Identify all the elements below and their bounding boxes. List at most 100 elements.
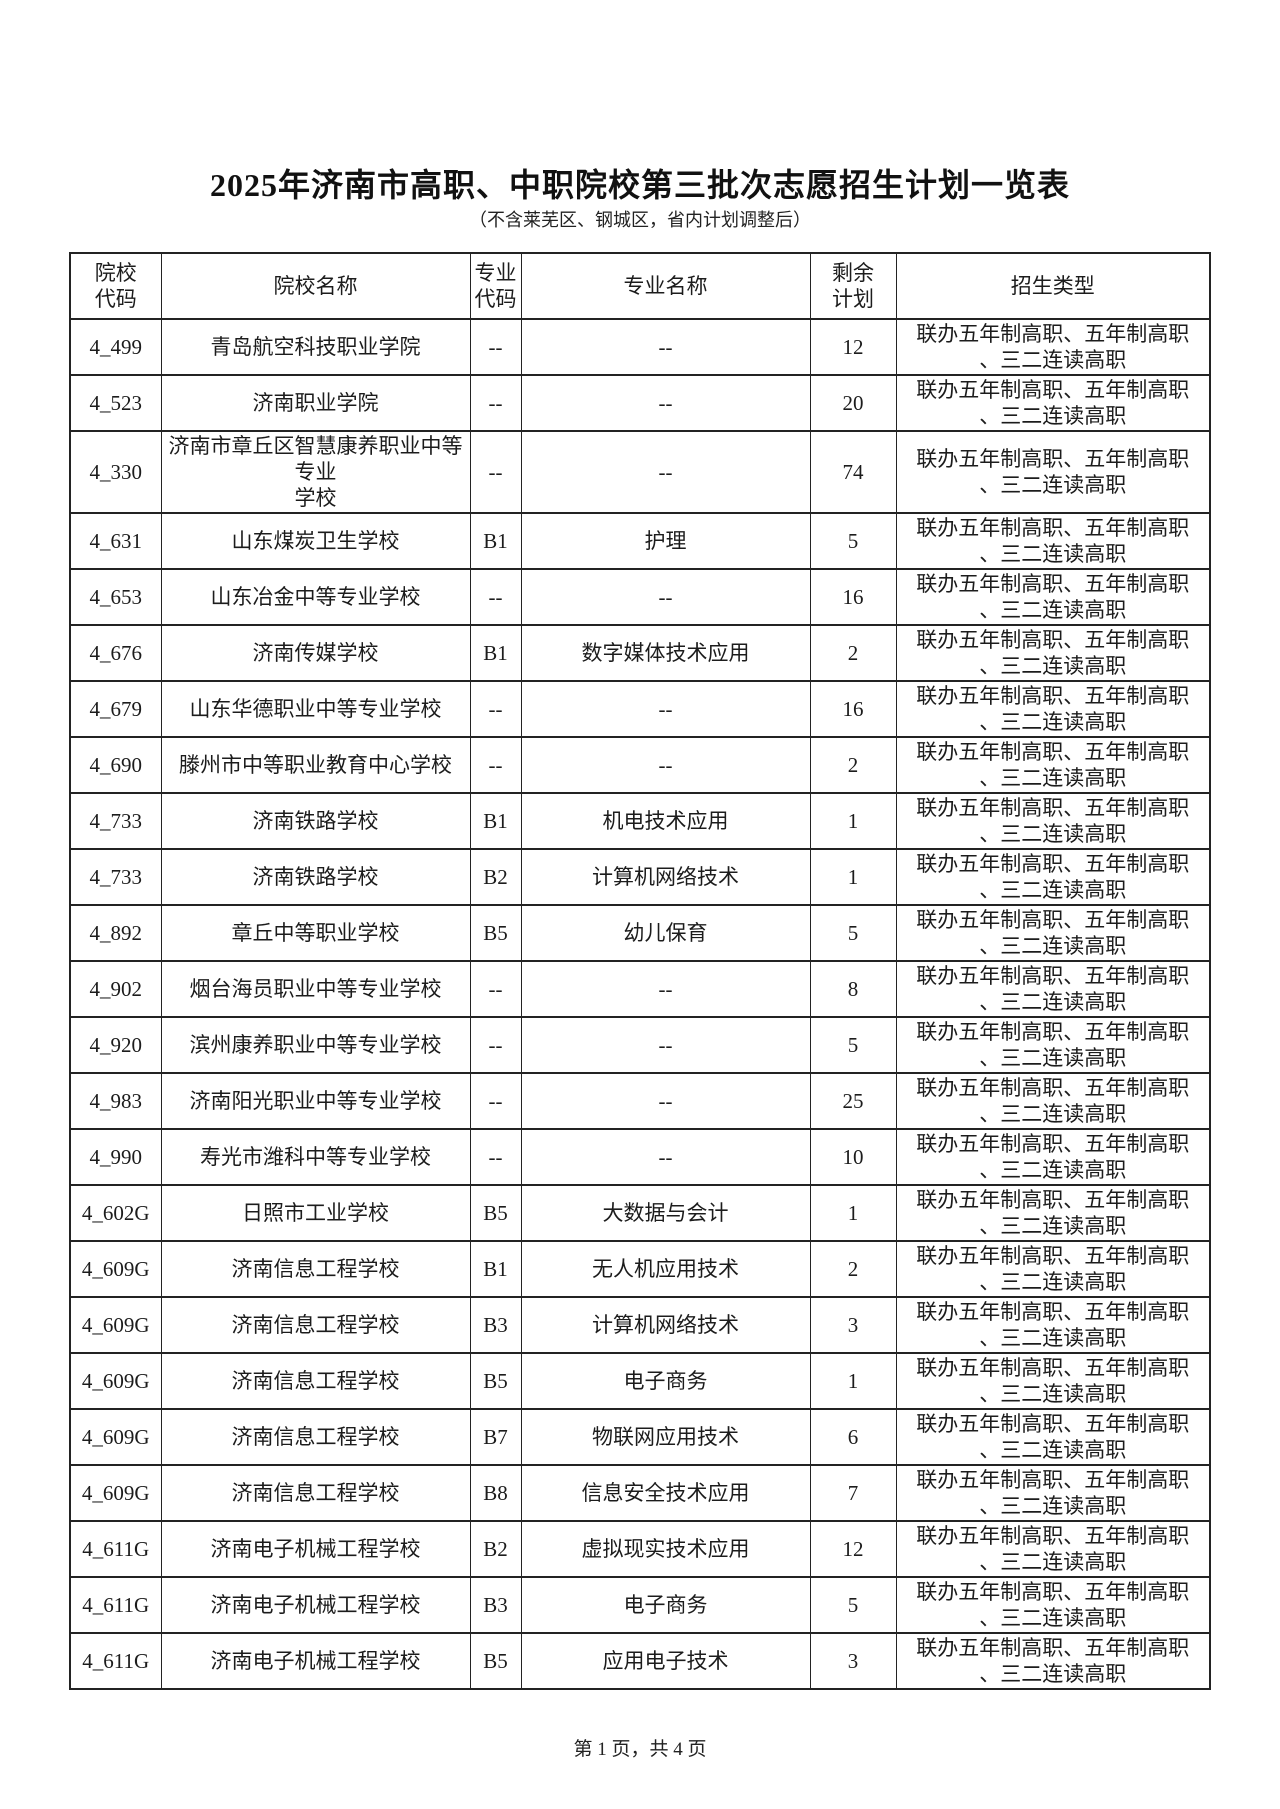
major-code-cell: B1 bbox=[469, 623, 522, 682]
school-name-cell: 青岛航空科技职业学院 bbox=[160, 317, 471, 376]
school-code-cell: 4_690 bbox=[69, 735, 162, 794]
table-row: 4_523 济南职业学院 -- -- 20 联办五年制高职、五年制高职 、三二连读高职 bbox=[69, 373, 1211, 432]
school-code-cell: 4_733 bbox=[69, 847, 162, 906]
major-code-cell: -- bbox=[469, 317, 522, 376]
table-header-row: 院校 代码 院校名称 专业 代码 专业名称 剩余 计划 招生类型 bbox=[69, 251, 1211, 320]
major-name-cell: 电子商务 bbox=[520, 1351, 811, 1410]
enrollment-type-cell: 联办五年制高职、五年制高职 、三二连读高职 bbox=[895, 1519, 1211, 1578]
remaining-plan-cell: 74 bbox=[809, 429, 897, 514]
major-code-cell: -- bbox=[469, 373, 522, 432]
enrollment-type-cell: 联办五年制高职、五年制高职 、三二连读高职 bbox=[895, 567, 1211, 626]
remaining-plan-cell: 12 bbox=[809, 1519, 897, 1578]
remaining-plan-cell: 2 bbox=[809, 623, 897, 682]
column-header-school-code: 院校 代码 bbox=[69, 251, 162, 320]
major-name-cell: -- bbox=[520, 959, 811, 1018]
school-code-cell: 4_733 bbox=[69, 791, 162, 850]
major-code-cell: -- bbox=[469, 429, 522, 514]
enrollment-type-cell: 联办五年制高职、五年制高职 、三二连读高职 bbox=[895, 429, 1211, 514]
major-name-cell: 无人机应用技术 bbox=[520, 1239, 811, 1298]
column-header-type: 招生类型 bbox=[895, 251, 1211, 320]
school-code-cell: 4_653 bbox=[69, 567, 162, 626]
enrollment-type-cell: 联办五年制高职、五年制高职 、三二连读高职 bbox=[895, 1575, 1211, 1634]
enrollment-type-cell: 联办五年制高职、五年制高职 、三二连读高职 bbox=[895, 735, 1211, 794]
major-code-cell: B5 bbox=[469, 1351, 522, 1410]
remaining-plan-cell: 8 bbox=[809, 959, 897, 1018]
table-row: 4_733 济南铁路学校 B1 机电技术应用 1 联办五年制高职、五年制高职 、三二连读高职 bbox=[69, 791, 1211, 850]
enrollment-type-cell: 联办五年制高职、五年制高职 、三二连读高职 bbox=[895, 847, 1211, 906]
enrollment-type-cell: 联办五年制高职、五年制高职 、三二连读高职 bbox=[895, 1295, 1211, 1354]
remaining-plan-cell: 3 bbox=[809, 1631, 897, 1690]
remaining-plan-cell: 16 bbox=[809, 567, 897, 626]
school-code-cell: 4_611G bbox=[69, 1519, 162, 1578]
major-name-cell: 信息安全技术应用 bbox=[520, 1463, 811, 1522]
school-code-cell: 4_523 bbox=[69, 373, 162, 432]
major-code-cell: -- bbox=[469, 1127, 522, 1186]
school-code-cell: 4_330 bbox=[69, 429, 162, 514]
table-row: 4_609G 济南信息工程学校 B8 信息安全技术应用 7 联办五年制高职、五年制高职 、三… bbox=[69, 1463, 1211, 1522]
table-row: 4_631 山东煤炭卫生学校 B1 护理 5 联办五年制高职、五年制高职 、三二连读高职 bbox=[69, 511, 1211, 570]
major-code-cell: -- bbox=[469, 567, 522, 626]
remaining-plan-cell: 10 bbox=[809, 1127, 897, 1186]
school-code-cell: 4_609G bbox=[69, 1239, 162, 1298]
remaining-plan-cell: 5 bbox=[809, 511, 897, 570]
column-header-remaining: 剩余 计划 bbox=[809, 251, 897, 320]
school-code-cell: 4_920 bbox=[69, 1015, 162, 1074]
school-name-cell: 济南传媒学校 bbox=[160, 623, 471, 682]
major-code-cell: B3 bbox=[469, 1295, 522, 1354]
table-row: 4_609G 济南信息工程学校 B1 无人机应用技术 2 联办五年制高职、五年制高职 、三二… bbox=[69, 1239, 1211, 1298]
school-code-cell: 4_499 bbox=[69, 317, 162, 376]
remaining-plan-cell: 2 bbox=[809, 735, 897, 794]
major-name-cell: -- bbox=[520, 429, 811, 514]
major-name-cell: -- bbox=[520, 373, 811, 432]
school-code-cell: 4_602G bbox=[69, 1183, 162, 1242]
school-name-cell: 滕州市中等职业教育中心学校 bbox=[160, 735, 471, 794]
major-name-cell: 计算机网络技术 bbox=[520, 847, 811, 906]
major-code-cell: B2 bbox=[469, 847, 522, 906]
school-code-cell: 4_611G bbox=[69, 1575, 162, 1634]
school-code-cell: 4_902 bbox=[69, 959, 162, 1018]
remaining-plan-cell: 16 bbox=[809, 679, 897, 738]
table-row: 4_602G 日照市工业学校 B5 大数据与会计 1 联办五年制高职、五年制高职 、三二连读… bbox=[69, 1183, 1211, 1242]
table-row: 4_733 济南铁路学校 B2 计算机网络技术 1 联办五年制高职、五年制高职 、三二连读高… bbox=[69, 847, 1211, 906]
admission-plan-table: 院校 代码 院校名称 专业 代码 专业名称 剩余 计划 招生类型 4_499 青岛航空科技职业学院… bbox=[69, 251, 1211, 1690]
major-code-cell: B5 bbox=[469, 903, 522, 962]
school-name-cell: 滨州康养职业中等专业学校 bbox=[160, 1015, 471, 1074]
school-name-cell: 济南铁路学校 bbox=[160, 791, 471, 850]
table-row: 4_920 滨州康养职业中等专业学校 -- -- 5 联办五年制高职、五年制高职 、三二连读… bbox=[69, 1015, 1211, 1074]
school-name-cell: 济南信息工程学校 bbox=[160, 1351, 471, 1410]
school-code-cell: 4_611G bbox=[69, 1631, 162, 1690]
page-title: 2025年济南市高职、中职院校第三批次志愿招生计划一览表 bbox=[209, 167, 1070, 203]
school-name-cell: 山东华德职业中等专业学校 bbox=[160, 679, 471, 738]
major-code-cell: -- bbox=[469, 1071, 522, 1130]
major-code-cell: B7 bbox=[469, 1407, 522, 1466]
major-name-cell: -- bbox=[520, 317, 811, 376]
school-code-cell: 4_631 bbox=[69, 511, 162, 570]
major-code-cell: B8 bbox=[469, 1463, 522, 1522]
major-name-cell: -- bbox=[520, 567, 811, 626]
school-code-cell: 4_679 bbox=[69, 679, 162, 738]
enrollment-type-cell: 联办五年制高职、五年制高职 、三二连读高职 bbox=[895, 373, 1211, 432]
table-row: 4_690 滕州市中等职业教育中心学校 -- -- 2 联办五年制高职、五年制高职 、三二连… bbox=[69, 735, 1211, 794]
remaining-plan-cell: 6 bbox=[809, 1407, 897, 1466]
major-code-cell: B5 bbox=[469, 1631, 522, 1690]
school-name-cell: 济南阳光职业中等专业学校 bbox=[160, 1071, 471, 1130]
major-name-cell: 机电技术应用 bbox=[520, 791, 811, 850]
page-number: 第 1 页，共 4 页 bbox=[573, 1738, 707, 1760]
school-name-cell: 济南信息工程学校 bbox=[160, 1407, 471, 1466]
column-header-school-name: 院校名称 bbox=[160, 251, 471, 320]
table-row: 4_330 济南市章丘区智慧康养职业中等专业 学校 -- -- 74 联办五年制高职、五年制… bbox=[69, 429, 1211, 514]
enrollment-type-cell: 联办五年制高职、五年制高职 、三二连读高职 bbox=[895, 679, 1211, 738]
major-code-cell: B5 bbox=[469, 1183, 522, 1242]
enrollment-type-cell: 联办五年制高职、五年制高职 、三二连读高职 bbox=[895, 1239, 1211, 1298]
remaining-plan-cell: 7 bbox=[809, 1463, 897, 1522]
major-code-cell: B1 bbox=[469, 791, 522, 850]
school-name-cell: 寿光市潍科中等专业学校 bbox=[160, 1127, 471, 1186]
table-row: 4_990 寿光市潍科中等专业学校 -- -- 10 联办五年制高职、五年制高职 、三二连读… bbox=[69, 1127, 1211, 1186]
remaining-plan-cell: 5 bbox=[809, 1015, 897, 1074]
column-header-major-name: 专业名称 bbox=[520, 251, 811, 320]
enrollment-type-cell: 联办五年制高职、五年制高职 、三二连读高职 bbox=[895, 1407, 1211, 1466]
major-name-cell: 幼儿保育 bbox=[520, 903, 811, 962]
school-name-cell: 山东冶金中等专业学校 bbox=[160, 567, 471, 626]
enrollment-type-cell: 联办五年制高职、五年制高职 、三二连读高职 bbox=[895, 317, 1211, 376]
table-row: 4_609G 济南信息工程学校 B3 计算机网络技术 3 联办五年制高职、五年制高职 、三二… bbox=[69, 1295, 1211, 1354]
